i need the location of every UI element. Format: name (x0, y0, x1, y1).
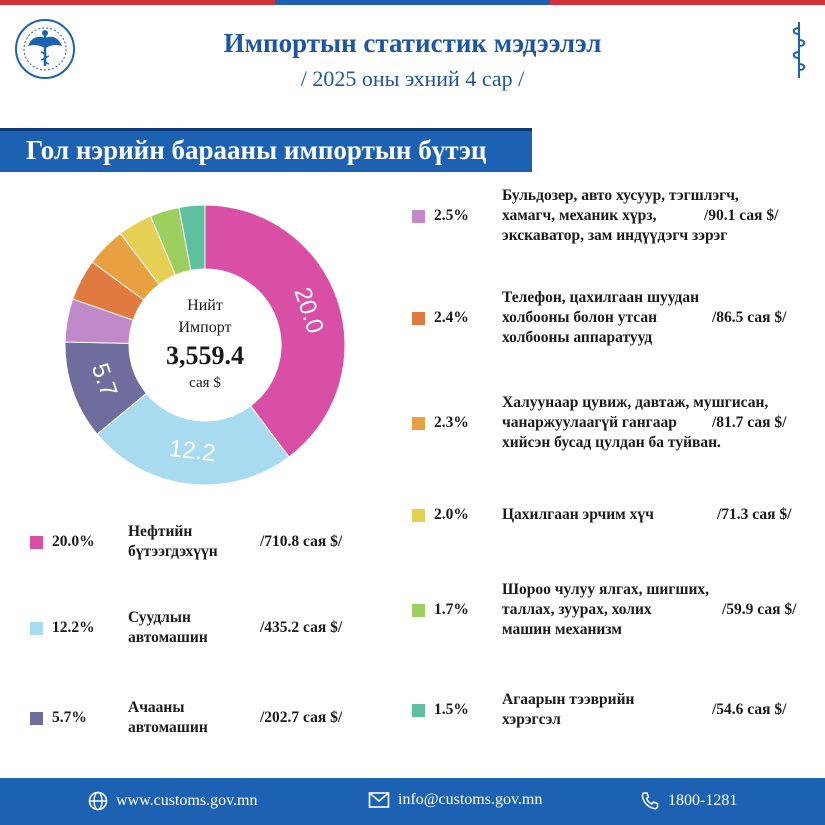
legend-percent: 2.4% (434, 309, 469, 326)
slice-label-2: 12.2 (168, 435, 218, 467)
legend-swatch (30, 622, 43, 635)
legend-percent: 12.2% (52, 619, 95, 636)
legend-value: /71.3 сая $/ (717, 506, 792, 523)
email-text: info@customs.gov.mn (398, 791, 543, 808)
mongol-script-icon (792, 22, 806, 78)
top-accent-bar (0, 0, 825, 5)
legend-value: /54.6 сая $/ (712, 701, 787, 718)
footer-website[interactable]: www.customs.gov.mn (88, 791, 257, 811)
legend-label-line: Суудлын (128, 609, 191, 626)
footer-email[interactable]: info@customs.gov.mn (368, 791, 542, 809)
legend-label-line: бүтээгдэхүүн (128, 543, 218, 560)
legend-label: Нефтийн бүтээгдэхүүн (128, 522, 218, 562)
legend-label-line: хэрэгсэл (502, 711, 561, 728)
legend-label-line: Бульдозер, авто хусуур, тэгшлэгч, (502, 187, 739, 204)
legend-percent: 5.7% (52, 709, 87, 726)
legend-label-line: хийсэн бусад цулдан ба туйван. (502, 434, 721, 451)
legend-label-line: Цахилгаан эрчим хүч (502, 506, 654, 523)
legend-label-line: автомашин (128, 629, 208, 646)
legend-label-line: машин механизм (502, 621, 622, 638)
globe-icon (88, 791, 108, 811)
legend-swatch (412, 604, 425, 617)
legend-swatch (30, 712, 43, 725)
center-label-line2: Импорт (178, 319, 231, 336)
page-title: Импортын статистик мэдээлэл (223, 28, 602, 58)
website-text: www.customs.gov.mn (116, 792, 258, 809)
phone-icon (641, 792, 659, 810)
legend-swatch (412, 312, 425, 325)
legend-percent: 20.0% (52, 533, 95, 550)
customs-logo-icon (15, 19, 75, 79)
legend-label-line: Телефон, цахилгаан шуудан (502, 289, 700, 306)
center-label-line1: Нийт (187, 297, 223, 314)
legend-label-line: Халуунаар цувиж, давтаж, мушгисан, (502, 394, 769, 411)
legend-label-line: холбооны болон утсан (502, 309, 657, 326)
legend-value: /86.5 сая $/ (712, 309, 787, 326)
legend-value: /435.2 сая $/ (260, 619, 343, 636)
legend-swatch (30, 536, 43, 549)
legend-label: Бульдозер, авто хусуур, тэгшлэгч, хамагч,… (502, 186, 739, 246)
mail-icon (368, 792, 390, 808)
page-subtitle: / 2025 оны эхний 4 сар / (300, 66, 525, 91)
legend-swatch (412, 417, 425, 430)
legend-percent: 2.3% (434, 414, 469, 431)
center-total: 3,559.4 (166, 341, 244, 370)
section-banner: Гол нэрийн барааны импортын бүтэц (0, 128, 532, 172)
legend-value: /81.7 сая $/ (712, 414, 787, 431)
legend-percent: 1.5% (434, 701, 469, 718)
footer-phone[interactable]: 1800-1281 (640, 791, 737, 811)
legend-swatch (412, 509, 425, 522)
legend-label-line: Шороо чулуу ялгах, шигших, (502, 581, 710, 598)
donut-hole (129, 269, 281, 421)
legend-label: Ачааны автомашин (128, 698, 208, 738)
legend-label: Суудлын автомашин (128, 608, 208, 648)
legend-label-line: Ачааны (128, 699, 185, 716)
legend-label-line: таллах, зуурах, холих (502, 601, 652, 618)
section-title: Гол нэрийн барааны импортын бүтэц (26, 135, 487, 165)
legend-label: Цахилгаан эрчим хүч (502, 505, 654, 525)
legend-percent: 2.5% (434, 207, 469, 224)
phone-text: 1800-1281 (668, 792, 738, 809)
legend-label: Шороо чулуу ялгах, шигших, таллах, зуурах… (502, 580, 709, 640)
legend-label-line: экскаватор, зам индүүдэгч зэрэг (502, 227, 728, 244)
legend-label-line: чанаржуулаагүй гангаар (502, 414, 677, 431)
legend-value: /202.7 сая $/ (260, 709, 343, 726)
legend-swatch (412, 704, 425, 717)
footer-bar: www.customs.gov.mn info@customs.gov.mn 1… (0, 778, 825, 825)
legend-label-line: Агаарын тээврийн (502, 691, 635, 708)
legend-swatch (412, 210, 425, 223)
legend-label: Телефон, цахилгаан шуудан холбооны болон … (502, 288, 699, 348)
legend-label-line: хамагч, механик хүрз, (502, 207, 657, 224)
legend-label: Халуунаар цувиж, давтаж, мушгисан, чанарж… (502, 393, 768, 453)
legend-percent: 1.7% (434, 601, 469, 618)
legend-label: Агаарын тээврийн хэрэгсэл (502, 690, 634, 730)
import-donut-chart: 20.012.25.7 Нийт Импорт 3,559.4 сая $ (64, 204, 346, 486)
legend-label-line: холбооны аппаратууд (502, 329, 653, 346)
legend-value: /90.1 сая $/ (704, 207, 779, 224)
legend-percent: 2.0% (434, 506, 469, 523)
legend-value: /710.8 сая $/ (260, 533, 343, 550)
legend-value: /59.9 сая $/ (722, 601, 797, 618)
center-unit: сая $ (189, 375, 221, 391)
legend-label-line: автомашин (128, 719, 208, 736)
legend-label-line: Нефтийн (128, 523, 193, 540)
